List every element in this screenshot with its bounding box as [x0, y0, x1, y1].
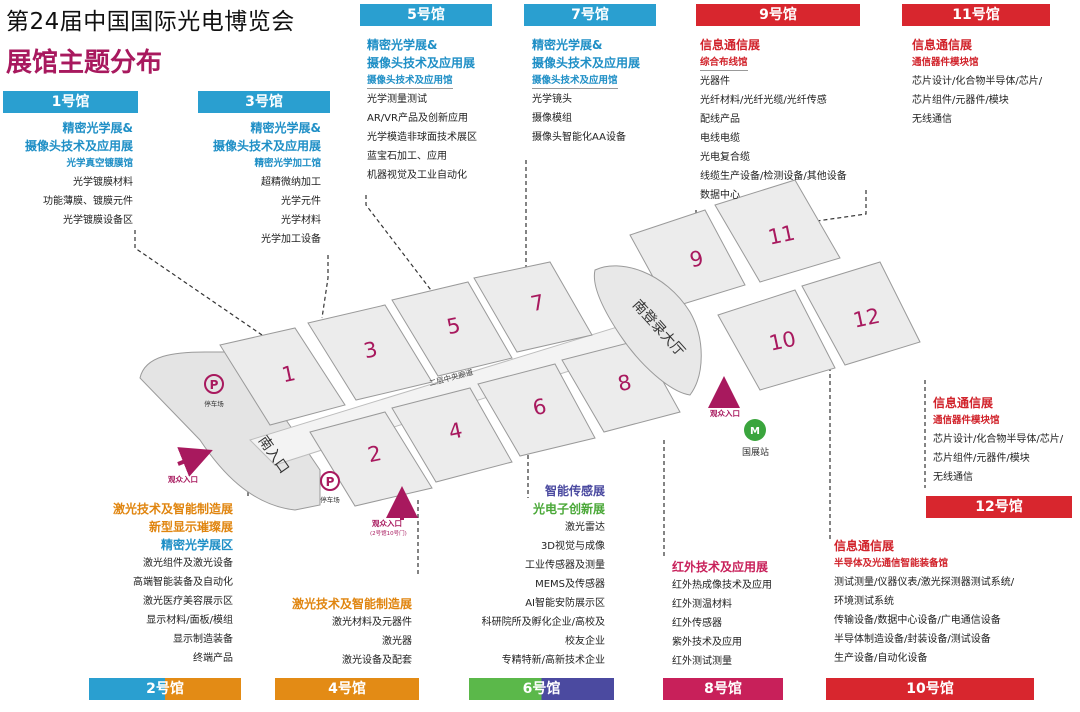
hall-6-info: 智能传感展 光电子创新展 激光雷达 3D视觉与成像 工业传感器及测量 MEMS及…	[481, 484, 605, 666]
hall-4-info: 激光技术及智能制造展 激光材料及元器件 激光器 激光设备及配套	[291, 597, 412, 666]
parking-icon-1: P 停车场	[204, 374, 224, 408]
svg-text:M: M	[750, 426, 760, 437]
hall-number-11: 11	[766, 221, 797, 250]
hall-10-info: 信息通信展 半导体及光通信智能装备馆 测试测量/仪器仪表/激光探测器测试系统/ …	[834, 539, 1015, 664]
hall-block-3	[307, 304, 433, 401]
hall-block-5	[391, 281, 513, 377]
hall-12-info: 信息通信展 通信器件模块馆 芯片设计/化合物半导体/芯片/ 芯片组件/元器件/模…	[933, 396, 1064, 483]
hall-8-info: 红外技术及应用展 红外热成像技术及应用 红外测温材料 红外传感器 紫外技术及应用…	[672, 560, 772, 667]
leader-h11	[809, 190, 867, 223]
hall-5-header: 5号馆	[360, 4, 492, 26]
hall-6-header: 6号馆	[469, 678, 614, 700]
hall-number-10: 10	[767, 327, 798, 356]
leader-h1	[134, 230, 263, 336]
hall-number-4: 4	[447, 418, 465, 444]
hall-block-1	[219, 327, 346, 426]
hall-block-2	[309, 411, 433, 507]
hall-number-12: 12	[851, 304, 882, 333]
hall-7-header: 7号馆	[524, 4, 656, 26]
visitor-entrance-label-3: 观众入口	[710, 408, 740, 418]
hall-number-6: 6	[531, 394, 549, 420]
hall-number-2: 2	[366, 441, 384, 467]
parking-icon-2: P 停车场	[320, 471, 340, 504]
hall-blocks	[219, 179, 921, 507]
metro-station-label: 国展站	[742, 446, 769, 458]
hall-number-8: 8	[616, 370, 634, 396]
visitor-entrance-note: (2号馆10号门)	[370, 529, 407, 537]
hall-number-9: 9	[688, 246, 706, 272]
hall-number-1: 1	[280, 361, 298, 387]
leader-lines	[134, 160, 926, 575]
hall-block-6	[477, 363, 596, 457]
parking-label-2: 停车场	[320, 495, 340, 504]
hall-10-header: 10号馆	[826, 678, 1034, 700]
hall-5-info: 精密光学展& 摄像头技术及应用展 摄像头技术及应用馆 光学测量测试 AR/VR产…	[367, 38, 477, 181]
svg-text:P: P	[210, 378, 219, 392]
hall-12-header: 12号馆	[926, 496, 1072, 518]
hall-3-info: 精密光学展& 摄像头技术及应用展 精密光学加工馆 超精微纳加工 光学元件 光学材…	[212, 121, 321, 245]
hall-9-header: 9号馆	[696, 4, 860, 26]
hall-2-header: 2号馆	[89, 678, 241, 700]
visitor-entrance-label-2: 观众入口	[372, 518, 402, 528]
south-registration-hall	[593, 265, 702, 396]
hall-numbers: 1 2 3 4 5 6 7 8 9 10 11 12	[280, 221, 883, 468]
hall-11-info: 信息通信展 通信器件模块馆 芯片设计/化合物半导体/芯片/ 芯片组件/元器件/模…	[912, 38, 1043, 125]
hall-1-info: 精密光学展& 摄像头技术及应用展 光学真空镀膜馆 光学镀膜材料 功能薄膜、镀膜元…	[24, 121, 133, 226]
svg-text:P: P	[326, 475, 335, 489]
hall-1-header: 1号馆	[3, 91, 138, 113]
hall-7-info: 精密光学展& 摄像头技术及应用展 摄像头技术及应用馆 光学镜头 摄像模组 摄像头…	[532, 38, 641, 143]
hall-number-5: 5	[445, 313, 463, 339]
metro-station-icon: M	[744, 419, 766, 441]
page-subtitle: 展馆主题分布	[6, 48, 163, 78]
hall-block-10	[717, 289, 836, 391]
hall-8-header: 8号馆	[663, 678, 783, 700]
hall-number-7: 7	[529, 290, 547, 316]
hall-block-12	[801, 261, 921, 366]
leader-h3	[321, 255, 329, 319]
hall-11-header: 11号馆	[902, 4, 1050, 26]
page-title: 第24届中国国际光电博览会	[6, 9, 295, 35]
hall-2-info: 激光技术及智能制造展 新型显示璀璨展 精密光学展区 激光组件及激光设备 高端智能…	[112, 502, 233, 664]
parking-label-1: 停车场	[204, 399, 224, 408]
hall-block-11	[714, 179, 841, 283]
hall-number-3: 3	[362, 337, 380, 363]
hall-4-header: 4号馆	[275, 678, 419, 700]
hall-9-info: 信息通信展 综合布线馆 光器件 光纤材料/光纤光缆/光纤传感 配线产品 电线电缆…	[700, 38, 847, 201]
leader-h5	[365, 195, 438, 299]
visitor-entrance-arrow-1	[177, 447, 213, 477]
south-entrance-area	[139, 351, 321, 511]
hall-block-7	[473, 261, 593, 353]
visitor-entrance-label-1: 观众入口	[168, 474, 198, 484]
hall-block-4	[391, 387, 513, 483]
hall-3-header: 3号馆	[198, 91, 330, 113]
